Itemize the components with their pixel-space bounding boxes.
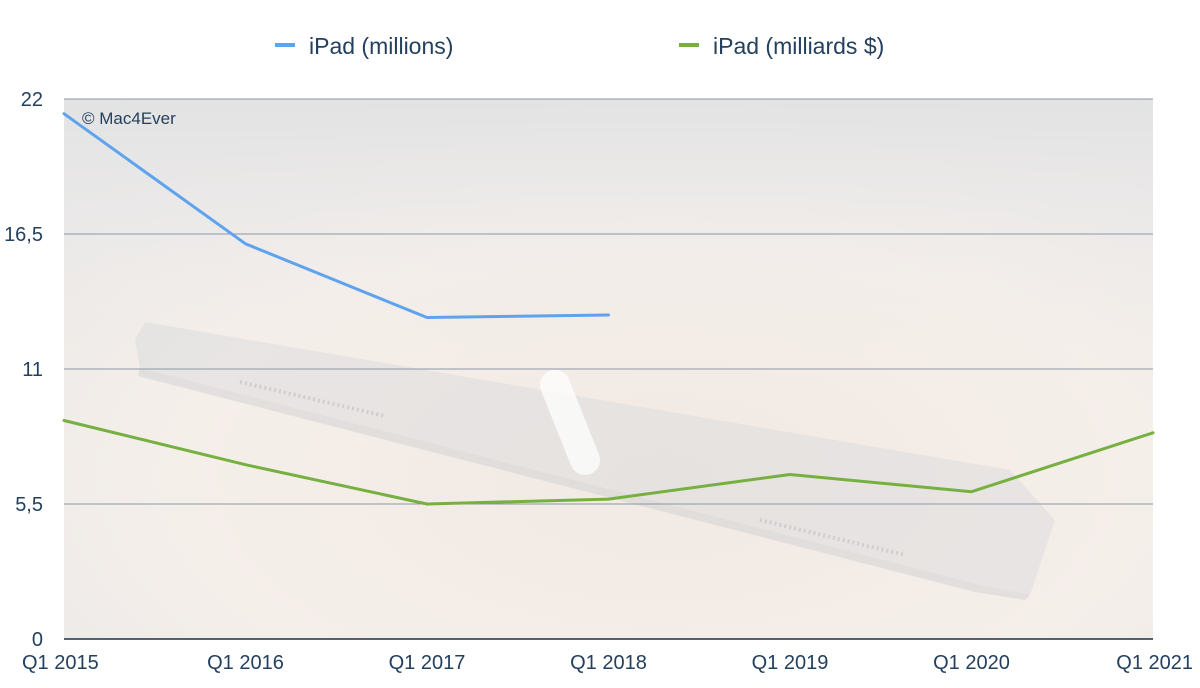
- x-tick-label: Q1 2020: [933, 652, 1010, 674]
- y-axis: 0 5,5 11 16,5 22: [4, 89, 43, 651]
- series-line-2: [62, 419, 1155, 506]
- series-lines: [62, 112, 1155, 506]
- legend-label: iPad (millions): [309, 33, 453, 59]
- grid-lines: [64, 98, 1153, 640]
- y-tick-label: 22: [21, 89, 43, 111]
- x-axis: Q1 2015 Q1 2016 Q1 2017 Q1 2018 Q1 2019 Q1 20…: [22, 652, 1193, 674]
- x-tick-label: Q1 2015: [22, 652, 99, 674]
- series-line-1: [62, 112, 610, 319]
- watermark-text: © Mac4Ever: [82, 109, 176, 128]
- x-tick-label: Q1 2018: [570, 652, 647, 674]
- y-tick-label: 5,5: [15, 494, 43, 516]
- x-tick-label: Q1 2021: [1116, 652, 1193, 674]
- legend: iPad (millions) iPad (milliards $): [275, 33, 884, 59]
- y-tick-label: 11: [22, 359, 43, 381]
- y-tick-label: 16,5: [4, 224, 43, 246]
- legend-label: iPad (milliards $): [713, 33, 884, 59]
- x-tick-label: Q1 2017: [389, 652, 466, 674]
- x-tick-label: Q1 2019: [752, 652, 829, 674]
- x-tick-label: Q1 2016: [207, 652, 284, 674]
- y-tick-label: 0: [32, 629, 43, 651]
